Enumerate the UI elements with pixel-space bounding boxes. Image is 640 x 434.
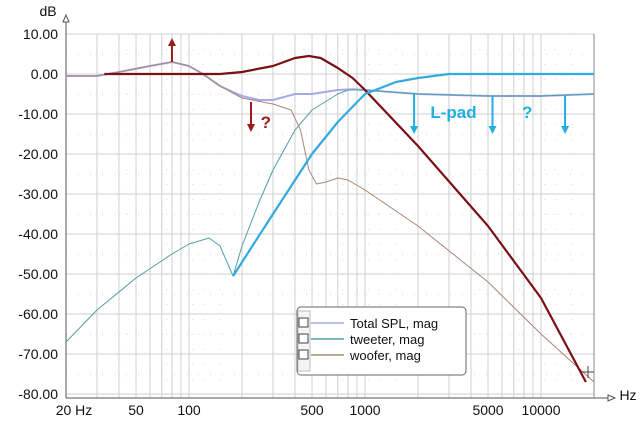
y-tick-label: -50.00 (18, 266, 58, 282)
y-tick-label: -80.00 (18, 386, 58, 402)
x-axis-label: Hz (619, 387, 636, 403)
x-tick-label: 20 Hz (56, 402, 93, 418)
y-tick-label: -10.00 (18, 106, 58, 122)
y-tick-label: -60.00 (18, 306, 58, 322)
series-line-tweeter-mag (65, 89, 595, 343)
arrowhead-icon (410, 126, 419, 134)
annotation-text: ? (261, 113, 271, 132)
series-group (65, 54, 595, 383)
y-tick-label: -20.00 (18, 146, 58, 162)
y-tick-label: -70.00 (18, 346, 58, 362)
x-tick-label: 50 (128, 402, 144, 418)
y-tick-label: -30.00 (18, 186, 58, 202)
arrowhead-icon (488, 126, 497, 134)
y-tick-label: -40.00 (18, 226, 58, 242)
legend-label: Total SPL, mag (350, 316, 438, 331)
x-tick-label: 1000 (349, 402, 380, 418)
annotations: ? L-pad? (167, 38, 594, 378)
legend-label: tweeter, mag (350, 332, 424, 347)
annotation-text: ? (522, 103, 532, 122)
series-line-tweeter-target (232, 72, 594, 277)
y-axis-label: dB (39, 3, 56, 19)
arrowhead-icon (247, 124, 256, 132)
legend-box (296, 306, 467, 376)
x-tick-label: 100 (177, 402, 201, 418)
legend-checkbox[interactable] (298, 349, 309, 360)
series-line-woofer-mag (66, 61, 595, 383)
series-line-woofer-target (104, 54, 587, 383)
y-axis-arrow-icon (62, 13, 70, 23)
legend-checkbox[interactable] (298, 317, 309, 328)
crosshair-icon (582, 366, 594, 378)
x-axis-arrow-icon (607, 394, 617, 402)
axes: dB Hz 10.00 0.00 -10.00 -20.00 -30.00 -40.00 -50… (18, 3, 636, 418)
arrowhead-icon (167, 38, 176, 46)
x-tick-label: 10000 (522, 402, 561, 418)
x-tick-label: 5000 (472, 402, 503, 418)
y-tick-label: 0.00 (31, 66, 58, 82)
x-tick-label: 500 (300, 402, 324, 418)
annotation-text: L-pad (430, 103, 476, 122)
legend-label: woofer, mag (349, 348, 421, 363)
legend-checkbox[interactable] (298, 333, 309, 344)
arrowhead-icon (561, 126, 570, 134)
y-tick-label: 10.00 (23, 26, 58, 42)
